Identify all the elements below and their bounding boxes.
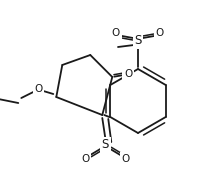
Text: O: O (156, 28, 164, 38)
Text: O: O (34, 84, 42, 94)
Text: S: S (102, 139, 109, 152)
Text: O: O (112, 28, 120, 38)
Text: O: O (121, 154, 129, 164)
Text: O: O (124, 69, 132, 79)
Text: O: O (81, 154, 89, 164)
Text: S: S (134, 35, 142, 47)
